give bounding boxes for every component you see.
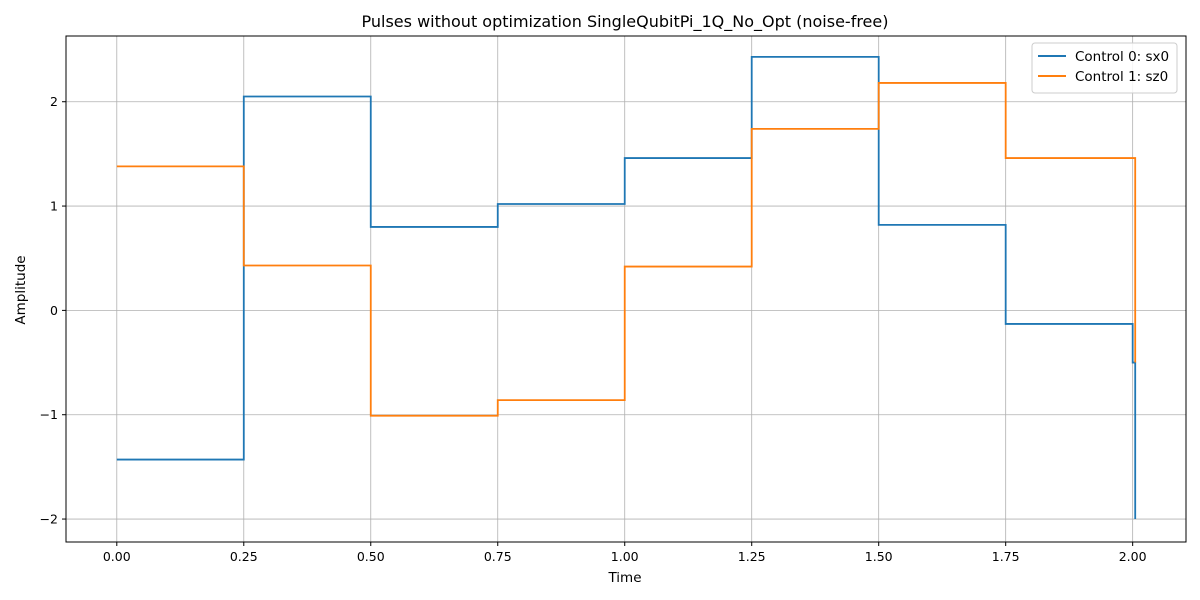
ticks: 0.00 0.25 0.50 0.75 1.00 1.25 1.50 1.75 2.00 −2 −1…	[40, 94, 1147, 564]
y-tick-label: 2	[50, 94, 58, 109]
legend-box	[1031, 42, 1178, 94]
y-tick-label: 0	[50, 303, 58, 318]
chart-title: Pulses without optimization SingleQubitP…	[362, 12, 889, 32]
x-tick-label: 1.50	[865, 549, 893, 564]
legend: Control 0: sx0 Control 1: sz0	[1031, 42, 1178, 94]
x-tick-label: 0.00	[103, 549, 131, 564]
x-axis-label: Time	[607, 570, 641, 586]
plot-frame	[65, 35, 1187, 543]
x-tick-label: 0.25	[230, 549, 258, 564]
x-tick-label: 0.50	[357, 549, 385, 564]
y-tick-label: −2	[40, 512, 58, 527]
y-axis-label: Amplitude	[13, 255, 29, 324]
series-line-0	[116, 55, 1137, 520]
x-tick-label: 2.00	[1119, 549, 1147, 564]
legend-label-series-0: Control 0: sx0	[1075, 49, 1169, 65]
x-tick-label: 0.75	[484, 549, 512, 564]
series-line-1	[116, 82, 1137, 417]
y-tick-label: −1	[40, 407, 58, 422]
x-tick-label: 1.75	[992, 549, 1020, 564]
legend-label-series-1: Control 1: sz0	[1075, 69, 1168, 85]
x-tick-label: 1.00	[611, 549, 639, 564]
grid	[66, 36, 1186, 542]
series-layer	[116, 55, 1137, 520]
x-tick-label: 1.25	[738, 549, 766, 564]
y-tick-label: 1	[50, 199, 58, 214]
